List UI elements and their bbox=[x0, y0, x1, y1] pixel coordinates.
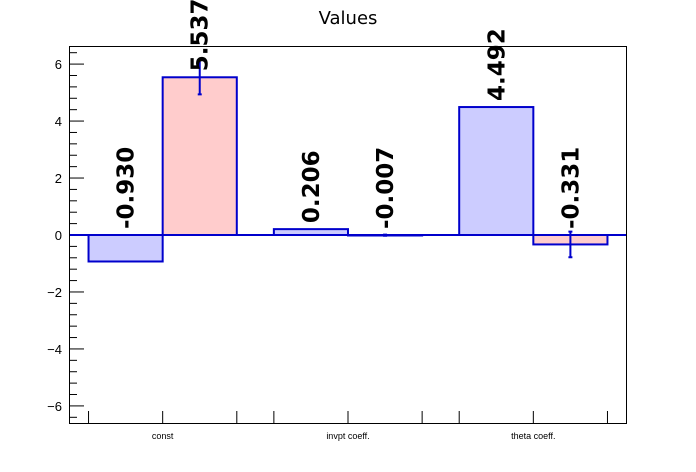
data-label: 0.206 bbox=[299, 150, 325, 223]
y-tick-label: 0 bbox=[55, 228, 62, 243]
bars bbox=[87, 76, 609, 263]
y-axis: −6 −4 −2 0 2 4 6 bbox=[47, 52, 84, 418]
plot-frame bbox=[69, 46, 627, 424]
chart-title: Values bbox=[319, 8, 378, 29]
data-label: -0.930 bbox=[114, 147, 140, 229]
y-tick-label: −6 bbox=[47, 399, 62, 414]
data-labels: -0.930 0.206 4.492 5.537 -0.007 -0.331 bbox=[114, 0, 585, 229]
x-category-label: theta coeff. bbox=[511, 431, 555, 441]
bar bbox=[87, 234, 164, 263]
x-category-label: const bbox=[152, 431, 174, 441]
data-label: -0.331 bbox=[558, 147, 584, 229]
y-tick-label: −4 bbox=[47, 342, 62, 357]
bar bbox=[161, 76, 238, 237]
x-category-label: invpt coeff. bbox=[326, 431, 369, 441]
y-tick-label: 6 bbox=[55, 57, 62, 72]
y-tick-label: 2 bbox=[55, 171, 62, 186]
data-label: -0.007 bbox=[373, 147, 399, 229]
data-label: 5.537 bbox=[188, 0, 214, 71]
x-axis: const invpt coeff. theta coeff. bbox=[88, 411, 608, 441]
data-label: 4.492 bbox=[484, 28, 510, 101]
bar bbox=[458, 106, 535, 236]
y-tick-label: 4 bbox=[55, 114, 62, 129]
y-tick-label: −2 bbox=[47, 285, 62, 300]
